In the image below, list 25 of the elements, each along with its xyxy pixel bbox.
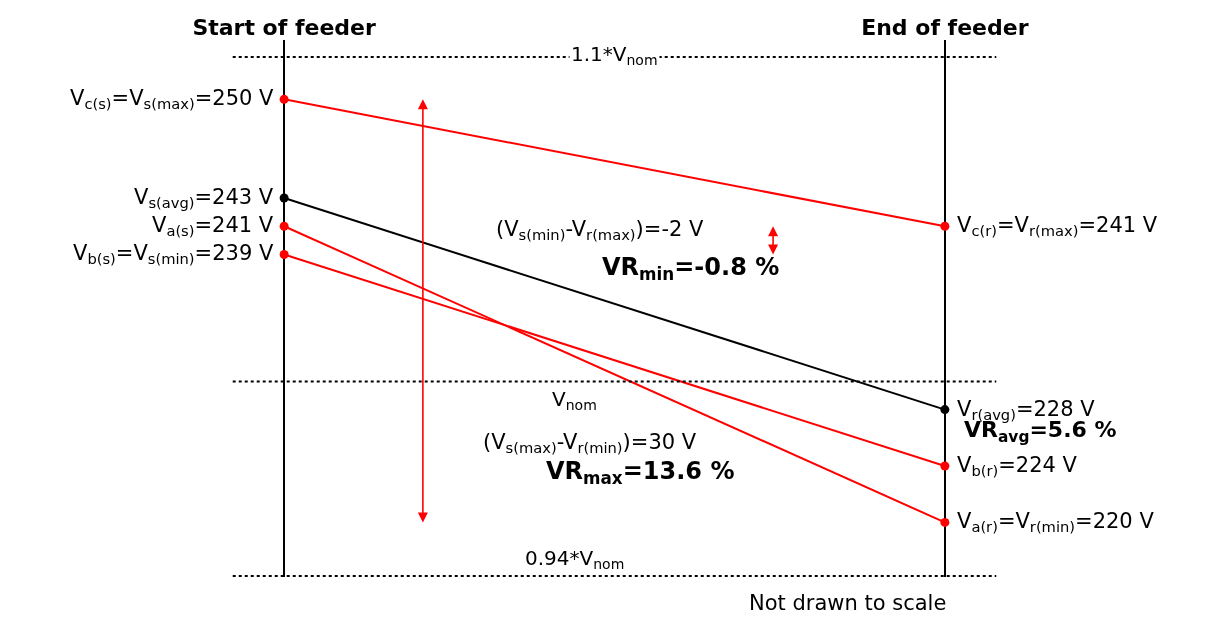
data-label: V$_{c(r)}$=V$_{r(max)}$=241 V	[957, 213, 1158, 240]
text: Not drawn to scale	[749, 591, 947, 615]
point	[940, 517, 950, 527]
data-label: V$_{c(s)}$=V$_{s(max)}$=250 V	[70, 86, 275, 113]
annotation: (V$_{s(max)}$-V$_{r(min)}$)=30 V	[483, 430, 697, 457]
point	[940, 221, 950, 231]
point	[279, 94, 289, 104]
ref-line-label: 0.94*V$_{nom}$	[525, 546, 625, 573]
data-label: V$_{a(s)}$=241 V	[152, 213, 274, 240]
point	[940, 405, 950, 415]
annotation: VR$_{max}$=13.6 %	[546, 457, 735, 489]
ref-line-label: 1.1*V$_{nom}$	[571, 42, 658, 69]
x-tick-label: End of feeder	[861, 14, 1029, 40]
point	[279, 193, 289, 203]
point	[940, 461, 950, 471]
point	[279, 249, 289, 259]
annotation: VR$_{min}$=-0.8 %	[602, 253, 780, 285]
data-label: V$_{a(r)}$=V$_{r(min)}$=220 V	[957, 509, 1155, 536]
annotation: (V$_{s(min)}$-V$_{r(max)}$)=-2 V	[496, 217, 704, 244]
x-tick-label: Start of feeder	[192, 14, 377, 40]
point	[279, 221, 289, 231]
data-label: V$_{b(r)}$=224 V	[957, 453, 1078, 480]
data-label: V$_{b(s)}$=V$_{s(min)}$=239 V	[73, 241, 274, 268]
data-label: V$_{s(avg)}$=243 V	[134, 185, 274, 212]
ref-line-label: V$_{nom}$	[552, 387, 597, 414]
